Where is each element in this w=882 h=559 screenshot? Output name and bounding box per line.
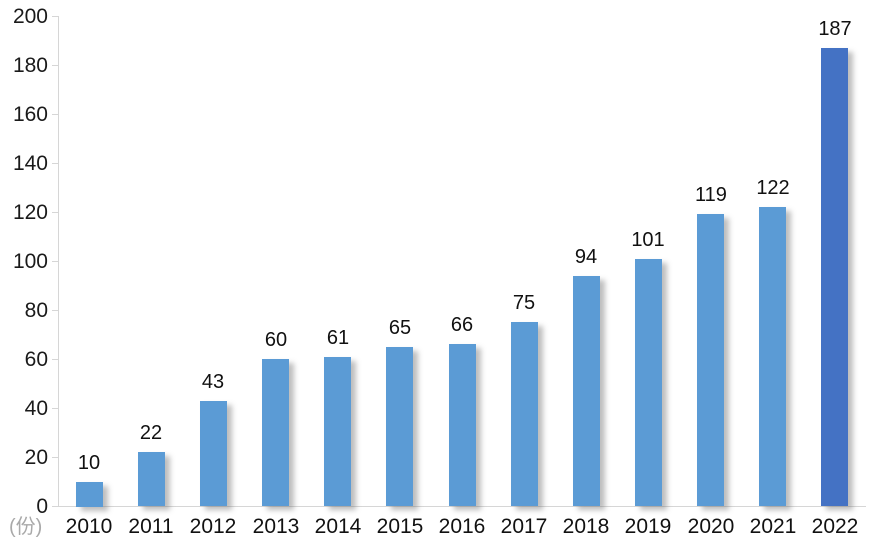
- y-axis-tick-label: 200: [12, 5, 48, 28]
- bar-2017: [511, 322, 538, 506]
- bar-value-label-2020: 119: [695, 184, 727, 206]
- y-axis-tick-label: 100: [12, 250, 48, 273]
- bar-2019: [635, 259, 662, 506]
- bar-2011: [138, 452, 165, 506]
- bar-value-label-2016: 66: [450, 314, 474, 336]
- x-axis-label-2012: 2012: [189, 515, 237, 538]
- bar-2013: [262, 359, 289, 506]
- y-axis-tick-label: 0: [36, 495, 48, 518]
- bar-value-label-2012: 43: [201, 371, 225, 393]
- y-axis-tick: [52, 163, 58, 164]
- y-axis-tick-label: 120: [12, 201, 48, 224]
- bar-2022: [821, 48, 848, 506]
- x-axis-label-2011: 2011: [128, 515, 174, 538]
- bar-value-label-2019: 101: [631, 229, 665, 251]
- bar-value-label-2021: 122: [756, 177, 790, 199]
- bar-value-label-2011: 22: [139, 422, 163, 444]
- x-axis-label-2015: 2015: [376, 515, 424, 538]
- bar-value-label-2010: 10: [77, 452, 101, 474]
- bar-2015: [386, 347, 413, 506]
- y-axis-tick-label: 140: [12, 152, 48, 175]
- y-axis-tick-label: 20: [24, 446, 48, 469]
- bar-2018: [573, 276, 600, 506]
- bar-2021: [759, 207, 786, 506]
- y-axis-unit-label: (份): [9, 516, 43, 538]
- y-axis-tick: [52, 261, 58, 262]
- x-axis-label-2018: 2018: [562, 515, 610, 538]
- y-axis-tick: [52, 359, 58, 360]
- bar-2012: [200, 401, 227, 506]
- y-axis-tick: [52, 457, 58, 458]
- x-axis-label-2017: 2017: [500, 515, 548, 538]
- y-axis-tick-label: 180: [12, 54, 48, 77]
- bar-2010: [76, 482, 103, 507]
- y-axis-tick: [52, 408, 58, 409]
- x-axis-label-2022: 2022: [811, 515, 859, 538]
- y-axis-line: [58, 16, 59, 506]
- bar-value-label-2018: 94: [574, 246, 598, 268]
- x-axis-label-2019: 2019: [624, 515, 672, 538]
- bar-value-label-2017: 75: [512, 292, 536, 314]
- y-axis-tick: [52, 310, 58, 311]
- y-axis-tick-label: 80: [24, 299, 48, 322]
- y-axis-tick: [52, 506, 58, 507]
- y-axis-tick: [52, 65, 58, 66]
- bar-2016: [449, 344, 476, 506]
- bar-value-label-2015: 65: [388, 317, 412, 339]
- bar-2014: [324, 357, 351, 506]
- x-axis-label-2013: 2013: [252, 515, 300, 538]
- x-axis-label-2016: 2016: [438, 515, 486, 538]
- y-axis-tick: [52, 16, 58, 17]
- x-axis-label-2021: 2021: [749, 515, 797, 538]
- y-axis-tick-label: 40: [24, 397, 48, 420]
- bar-value-label-2014: 61: [326, 327, 350, 349]
- y-axis-tick: [52, 114, 58, 115]
- y-axis-tick-label: 160: [12, 103, 48, 126]
- x-axis-label-2010: 2010: [65, 515, 113, 538]
- x-axis-line: [58, 506, 866, 507]
- bar-value-label-2013: 60: [264, 329, 288, 351]
- bar-2020: [697, 214, 724, 506]
- y-axis-tick-label: 60: [24, 348, 48, 371]
- x-axis-label-2014: 2014: [314, 515, 362, 538]
- x-axis-label-2020: 2020: [687, 515, 735, 538]
- y-axis-tick: [52, 212, 58, 213]
- bar-value-label-2022: 187: [818, 18, 852, 40]
